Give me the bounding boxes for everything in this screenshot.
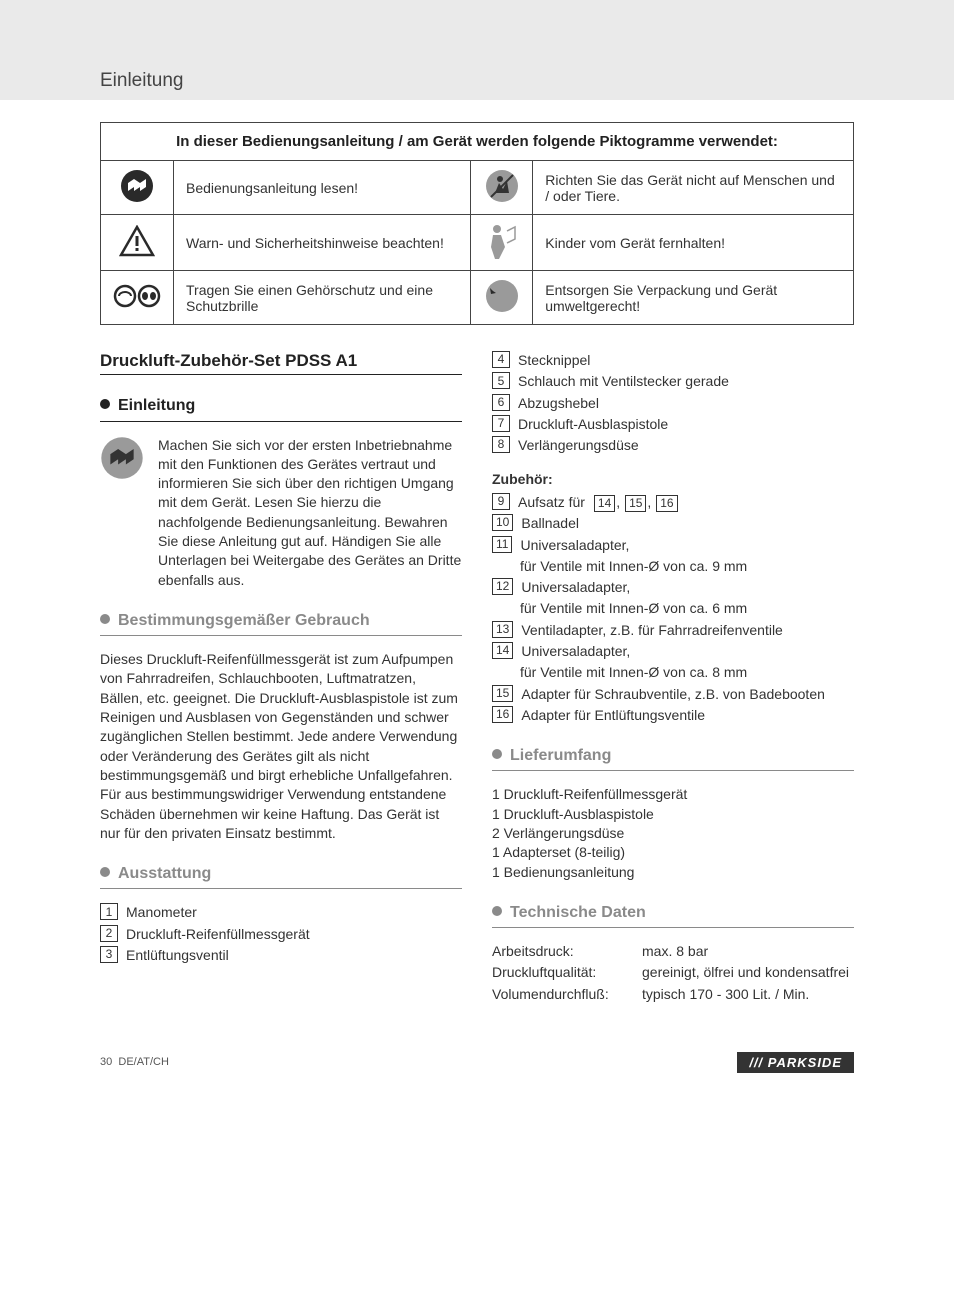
list-item: 1 Druckluft-Ausblaspistole [492, 805, 854, 824]
item-number: 12 [492, 578, 513, 595]
item-number: 16 [492, 706, 513, 723]
item-subtext: für Ventile mit Innen-Ø von ca. 6 mm [520, 599, 854, 618]
einleitung-text: Machen Sie sich vor der ersten Inbetrieb… [158, 436, 462, 591]
item-text: Aufsatz für [518, 493, 585, 512]
ref-number: 14 [594, 495, 615, 512]
tech-row: Arbeitsdruck:max. 8 bar [492, 942, 854, 961]
item-text: Abzugshebel [518, 394, 599, 413]
list-item: 12 Universaladapter, [492, 578, 854, 597]
item-subtext: für Ventile mit Innen-Ø von ca. 8 mm [520, 663, 854, 682]
pict-text: Richten Sie das Gerät nicht auf Menschen… [533, 161, 854, 215]
item-text: Ventiladapter, z.B. für Fahrradreifenven… [521, 621, 782, 640]
item-number: 14 [492, 642, 513, 659]
item-text: Manometer [126, 903, 197, 922]
item-text: Universaladapter, [520, 536, 629, 555]
tech-label: Volumendurchfluß: [492, 985, 642, 1004]
tech-label: Druckluftqualität: [492, 963, 642, 982]
recycle-icon [485, 279, 519, 316]
bestimmung-text: Dieses Druckluft-Reifenfüllmessgerät ist… [100, 650, 462, 843]
section-lieferumfang-heading: Lieferumfang [492, 745, 854, 771]
tech-row: Volumendurchfluß:typisch 170 - 300 Lit. … [492, 985, 854, 1004]
list-item: 8 Verlängerungsdüse [492, 436, 854, 455]
item-number: 4 [492, 351, 510, 368]
list-item: 5 Schlauch mit Ventilstecker gerade [492, 372, 854, 391]
item-text: Stecknippel [518, 351, 590, 370]
ppe-icon [113, 284, 161, 311]
tech-value: gereinigt, ölfrei und kondensatfrei [642, 963, 849, 982]
item-text: Universaladapter, [521, 642, 630, 661]
item-text: Schlauch mit Ventilstecker gerade [518, 372, 729, 391]
item-number: 1 [100, 903, 118, 920]
pictogram-caption: In dieser Bedienungsanleitung / am Gerät… [101, 123, 854, 161]
section-technische-heading: Technische Daten [492, 902, 854, 928]
section-einleitung-heading: Einleitung [100, 395, 462, 421]
item-number: 3 [100, 946, 118, 963]
item-text: Druckluft-Ausblaspistole [518, 415, 668, 434]
list-item: 13 Ventiladapter, z.B. für Fahrradreifenv… [492, 621, 854, 640]
list-item: 2 Druckluft-Reifenfüllmessgerät [100, 925, 462, 944]
item-text: Adapter für Schraubventile, z.B. von Bad… [521, 685, 825, 704]
table-row: Tragen Sie einen Gehörschutz und eine Sc… [101, 271, 854, 325]
item-number: 11 [492, 536, 512, 553]
pict-text: Kinder vom Gerät fernhalten! [533, 215, 854, 271]
tech-value: typisch 170 - 300 Lit. / Min. [642, 985, 809, 1004]
table-row: Bedienungsanleitung lesen! Richten Sie d… [101, 161, 854, 215]
item-number: 5 [492, 372, 510, 389]
list-item: 1 Adapterset (8-teilig) [492, 843, 854, 862]
pictogram-table: In dieser Bedienungsanleitung / am Gerät… [100, 122, 854, 325]
list-item: 1 Druckluft-Reifenfüllmessgerät [492, 785, 854, 804]
pict-text: Tragen Sie einen Gehörschutz und eine Sc… [174, 271, 471, 325]
ref-number: 15 [625, 495, 646, 512]
item-number: 6 [492, 394, 510, 411]
item-number: 13 [492, 621, 513, 638]
warning-icon [119, 225, 155, 260]
tech-value: max. 8 bar [642, 942, 708, 961]
list-item: 4 Stecknippel [492, 351, 854, 370]
read-manual-icon [100, 436, 146, 591]
product-heading: Druckluft-Zubehör-Set PDSS A1 [100, 349, 462, 375]
pict-text: Warn- und Sicherheitshinweise beachten! [174, 215, 471, 271]
tech-row: Druckluftqualität:gereinigt, ölfrei und … [492, 963, 854, 982]
page-title: Einleitung [100, 70, 854, 92]
item-subtext: für Ventile mit Innen-Ø von ca. 9 mm [520, 557, 854, 576]
brand-logo: /// PARKSIDE [737, 1052, 854, 1073]
tech-label: Arbeitsdruck: [492, 942, 642, 961]
list-item: 16 Adapter für Entlüftungsventile [492, 706, 854, 725]
no-children-icon [485, 223, 519, 262]
item-number: 8 [492, 436, 510, 453]
zubehoer-title: Zubehör: [492, 470, 854, 489]
list-item: 10 Ballnadel [492, 514, 854, 533]
item-number: 15 [492, 685, 513, 702]
item-text: Adapter für Entlüftungsventile [521, 706, 705, 725]
section-bestimmung-heading: Bestimmungsgemäßer Gebrauch [100, 610, 462, 636]
list-item: 7 Druckluft-Ausblaspistole [492, 415, 854, 434]
pict-text: Bedienungsanleitung lesen! [174, 161, 471, 215]
list-item: 3 Entlüftungsventil [100, 946, 462, 965]
list-item: 9Aufsatz für14, 15, 16 [492, 493, 854, 512]
no-people-icon [485, 169, 519, 206]
table-row: Warn- und Sicherheitshinweise beachten! … [101, 215, 854, 271]
list-item: 2 Verlängerungsdüse [492, 824, 854, 843]
pict-text: Entsorgen Sie Verpackung und Gerät umwel… [533, 271, 854, 325]
item-text: Verlängerungsdüse [518, 436, 639, 455]
list-item: 1 Manometer [100, 903, 462, 922]
list-item: 6 Abzugshebel [492, 394, 854, 413]
list-item: 1 Bedienungsanleitung [492, 863, 854, 882]
section-ausstattung-heading: Ausstattung [100, 863, 462, 889]
item-text: Ballnadel [521, 514, 579, 533]
page-footer-left: 30 DE/AT/CH [100, 1056, 169, 1068]
item-number: 10 [492, 514, 513, 531]
item-number: 2 [100, 925, 118, 942]
item-text: Druckluft-Reifenfüllmessgerät [126, 925, 310, 944]
ref-number: 16 [656, 495, 677, 512]
list-item: 11 Universaladapter, [492, 536, 854, 555]
read-manual-icon [120, 169, 154, 206]
item-number: 9 [492, 493, 510, 510]
list-item: 14 Universaladapter, [492, 642, 854, 661]
item-text: Universaladapter, [521, 578, 630, 597]
list-item: 15 Adapter für Schraubventile, z.B. von B… [492, 685, 854, 704]
item-number: 7 [492, 415, 510, 432]
item-text: Entlüftungsventil [126, 946, 229, 965]
